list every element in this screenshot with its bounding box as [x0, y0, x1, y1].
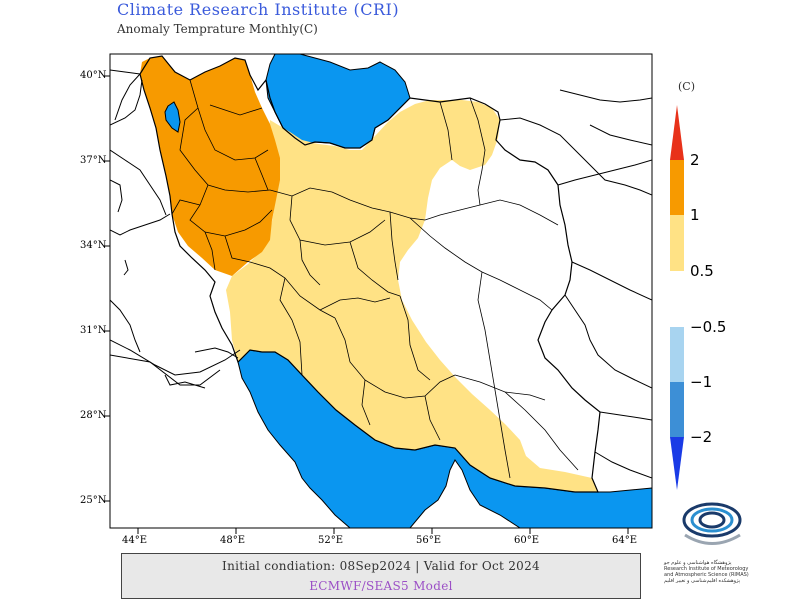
anomaly-zone-light	[226, 100, 598, 492]
lon-label-52: 52°E	[318, 535, 344, 546]
chart-subtitle: Anomaly Temprature Monthly(C)	[117, 22, 318, 36]
lat-label-28: 28°N	[80, 410, 107, 421]
chart-title: Climate Research Institute (CRI)	[117, 0, 400, 19]
lat-label-37: 37°N	[80, 155, 107, 166]
footer-box: Initial condiation: 08Sep2024 | Valid fo…	[121, 553, 641, 599]
rimas-logo	[682, 502, 742, 545]
neighbour-borders	[110, 69, 652, 479]
lon-label-48: 48°E	[220, 535, 246, 546]
lat-label-34: 34°N	[80, 240, 107, 251]
iran-border	[139, 55, 601, 493]
colorbar-label-neg-2: −2	[690, 428, 713, 446]
lat-label-25: 25°N	[80, 495, 107, 506]
colorbar-label-1: 1	[690, 206, 700, 224]
colorbar-label-2: 2	[690, 151, 700, 169]
footer-initial-condition: Initial condiation: 08Sep2024 | Valid fo…	[222, 559, 540, 573]
lat-label-40: 40°N	[80, 70, 107, 81]
colorbar-label-neg-0-5: −0.5	[690, 318, 727, 336]
lake-urmia-overlay	[164, 101, 181, 133]
colorbar-warm	[670, 105, 684, 271]
colorbar-label-neg-1: −1	[690, 373, 713, 391]
logo-text: پژوهشگاه هواشناسی و علوم جو Research Ins…	[664, 560, 749, 584]
colorbar-unit: (C)	[678, 80, 695, 93]
lon-label-60: 60°E	[514, 535, 540, 546]
colorbar-cold	[670, 327, 684, 490]
lat-label-31: 31°N	[80, 325, 107, 336]
colorbar-label-0-5: 0.5	[690, 262, 714, 280]
province-borders	[171, 79, 579, 479]
axis-ticks	[104, 75, 629, 534]
footer-model: ECMWF/SEAS5 Model	[309, 579, 453, 593]
lon-label-56: 56°E	[416, 535, 442, 546]
lon-label-44: 44°E	[122, 535, 148, 546]
lon-label-64: 64°E	[612, 535, 638, 546]
